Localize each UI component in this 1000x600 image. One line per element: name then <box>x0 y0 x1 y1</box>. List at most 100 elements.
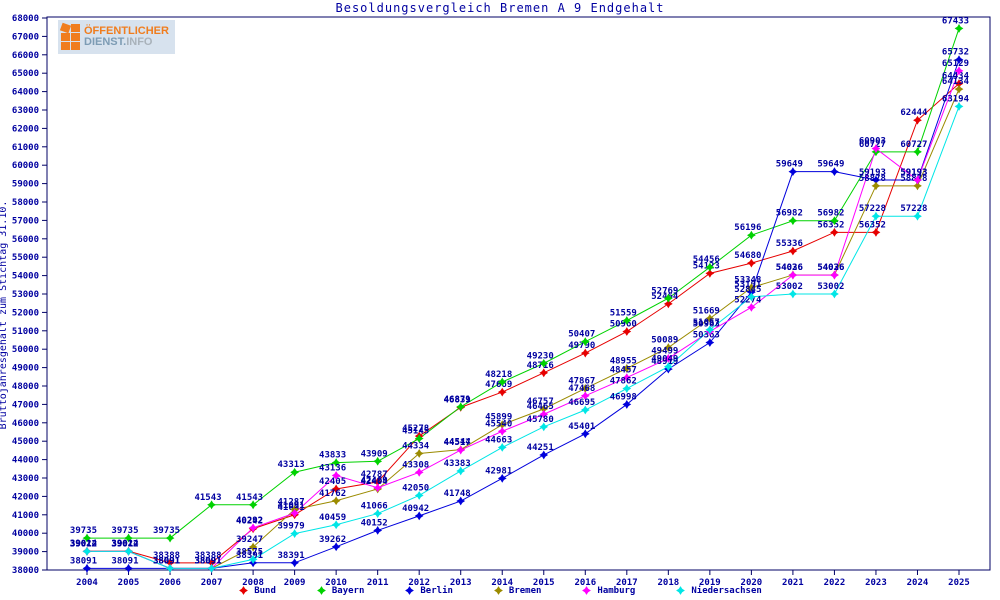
data-point-hamburg <box>539 409 549 419</box>
y-axis-tick-label: 44000 <box>12 456 39 466</box>
data-label-bayern: 54456 <box>693 255 720 265</box>
data-label-bayern: 39735 <box>111 526 138 536</box>
data-label-bund: 48716 <box>527 361 554 371</box>
data-label-niedersachsen: 39979 <box>278 522 305 532</box>
legend-item-bayern: Bayern <box>316 585 364 596</box>
series-line-bayern <box>87 28 960 539</box>
x-axis-tick-label: 2011 <box>367 578 389 588</box>
data-label-bremen: 41762 <box>319 489 346 499</box>
y-axis-tick-label: 48000 <box>12 382 39 392</box>
oeffentlicher-dienst-logo: ÖFFENTLICHER DIENST.INFO <box>58 20 175 54</box>
x-axis-tick-label: 2016 <box>574 578 596 588</box>
legend-item-niedersachsen: Niedersachsen <box>675 585 762 596</box>
data-point-bayern <box>539 358 549 368</box>
data-label-bremen: 41287 <box>278 498 305 508</box>
legend-label: Niedersachsen <box>691 585 762 596</box>
data-label-hamburg: 49499 <box>651 346 678 356</box>
data-label-hamburg: 43308 <box>402 460 429 470</box>
data-point-berlin <box>414 511 424 521</box>
data-label-hamburg: 38091 <box>153 556 180 566</box>
data-point-niedersachsen <box>248 555 258 564</box>
data-label-bremen: 46757 <box>527 397 554 407</box>
data-label-bayern: 50407 <box>568 330 595 340</box>
data-point-niedersachsen <box>580 405 590 415</box>
data-label-bayern: 43909 <box>361 449 388 459</box>
data-point-bremen <box>497 420 507 430</box>
data-label-niedersachsen: 38091 <box>153 556 180 566</box>
data-point-berlin <box>954 55 964 65</box>
data-point-berlin <box>331 542 341 552</box>
data-point-niedersachsen <box>290 529 300 538</box>
series-line-berlin <box>87 59 960 569</box>
y-axis-tick-label: 65000 <box>12 69 39 79</box>
data-label-niedersachsen: 41066 <box>361 502 388 512</box>
data-label-bayern: 43313 <box>278 460 305 470</box>
data-point-hamburg <box>580 391 590 401</box>
data-point-hamburg <box>497 426 507 436</box>
data-label-bayern: 67433 <box>942 16 969 26</box>
data-label-bayern: 60727 <box>900 140 927 150</box>
data-point-hamburg <box>414 467 424 477</box>
data-point-niedersachsen <box>746 292 756 302</box>
data-label-niedersachsen: 45780 <box>527 415 554 425</box>
data-label-niedersachsen: 40459 <box>319 513 346 523</box>
data-label-hamburg: 44517 <box>444 438 471 448</box>
y-axis-tick-label: 38000 <box>12 566 39 576</box>
data-point-bremen <box>331 496 341 506</box>
data-point-bayern <box>207 500 216 510</box>
legend-label: Hamburg <box>597 585 636 596</box>
x-axis-tick-label: 2007 <box>201 578 223 588</box>
data-label-bund: 42787 <box>361 470 388 480</box>
data-point-hamburg <box>663 354 673 363</box>
data-label-hamburg: 39012 <box>70 539 97 549</box>
data-point-bund <box>830 227 839 237</box>
x-axis-tick-label: 2022 <box>824 578 846 588</box>
data-point-hamburg <box>290 508 300 518</box>
plot-border <box>46 16 991 571</box>
x-axis-tick-label: 2025 <box>948 578 970 588</box>
data-point-berlin <box>871 175 881 185</box>
data-label-bund: 38388 <box>153 551 180 561</box>
data-point-bayern <box>456 402 466 412</box>
data-label-berlin: 59649 <box>817 160 844 170</box>
data-label-bremen: 58878 <box>859 174 886 184</box>
data-label-bayern: 52769 <box>651 286 678 296</box>
data-point-niedersachsen <box>788 289 798 299</box>
data-point-hamburg <box>871 144 881 153</box>
legend-marker-icon <box>316 586 326 595</box>
data-point-bayern <box>82 533 92 543</box>
data-point-bremen <box>539 404 549 414</box>
legend-marker-icon <box>239 586 249 595</box>
data-label-niedersachsen: 44663 <box>485 435 512 445</box>
x-axis-tick-label: 2015 <box>533 578 555 588</box>
data-point-hamburg <box>248 523 258 533</box>
y-axis-tick-label: 56000 <box>12 235 39 245</box>
legend-marker-icon <box>676 586 686 595</box>
data-point-berlin <box>788 167 798 177</box>
data-label-hamburg: 48457 <box>610 366 637 376</box>
data-label-bund: 45278 <box>402 424 429 434</box>
data-label-berlin: 48919 <box>651 357 678 367</box>
data-label-berlin: 59193 <box>900 168 927 178</box>
data-label-hamburg: 46465 <box>527 402 554 412</box>
data-label-hamburg: 42469 <box>361 476 388 486</box>
x-axis-tick-label: 2014 <box>491 578 513 588</box>
data-label-niedersachsen: 47862 <box>610 377 637 387</box>
y-axis-tick-label: 41000 <box>12 511 39 521</box>
data-label-bund: 40242 <box>236 517 263 527</box>
logo-squares-icon <box>59 22 80 50</box>
data-label-berlin: 53101 <box>734 280 761 290</box>
data-label-berlin: 38091 <box>70 556 97 566</box>
legend-label: Bremen <box>508 585 542 596</box>
data-label-hamburg: 39012 <box>111 539 138 549</box>
data-point-berlin <box>622 400 632 409</box>
y-axis-tick-label: 42000 <box>12 492 39 502</box>
data-point-hamburg <box>622 373 632 382</box>
data-label-bayern: 46871 <box>444 395 471 405</box>
y-axis-tick-label: 64000 <box>12 88 39 98</box>
data-point-berlin <box>497 473 507 483</box>
data-point-niedersachsen <box>456 466 466 476</box>
data-label-bayern: 56982 <box>817 209 844 219</box>
legend-item-bund: Bund <box>238 585 276 596</box>
